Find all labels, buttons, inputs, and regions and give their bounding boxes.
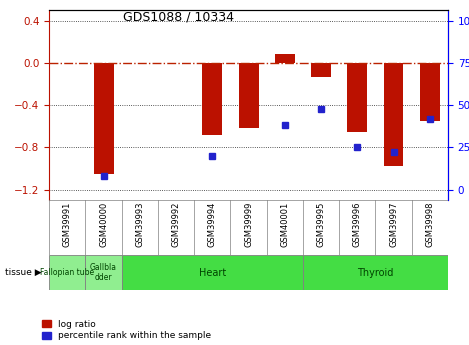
Bar [303, 255, 448, 290]
Text: GSM39999: GSM39999 [244, 202, 253, 247]
Text: Fallopian tube: Fallopian tube [40, 268, 94, 277]
Text: GSM40001: GSM40001 [280, 202, 289, 247]
Text: GDS1088 / 10334: GDS1088 / 10334 [123, 10, 234, 23]
Text: Thyroid: Thyroid [357, 268, 393, 277]
Text: GSM39995: GSM39995 [317, 202, 325, 247]
Text: GSM40000: GSM40000 [99, 202, 108, 247]
Bar [85, 255, 122, 290]
Text: tissue ▶: tissue ▶ [5, 268, 41, 277]
Bar [384, 63, 403, 166]
Bar [202, 63, 222, 135]
Bar [275, 53, 295, 63]
Text: GSM39992: GSM39992 [172, 202, 181, 247]
Text: GSM39991: GSM39991 [63, 202, 72, 247]
Text: GSM39997: GSM39997 [389, 202, 398, 247]
Bar [420, 63, 440, 121]
Text: GSM39993: GSM39993 [136, 202, 144, 247]
Legend: log ratio, percentile rank within the sample: log ratio, percentile rank within the sa… [42, 320, 212, 341]
Bar [348, 63, 367, 131]
Bar [49, 255, 85, 290]
Bar [239, 63, 258, 128]
Text: GSM39998: GSM39998 [425, 202, 434, 247]
Text: GSM39994: GSM39994 [208, 202, 217, 247]
Bar [122, 255, 303, 290]
Bar [94, 63, 113, 174]
Text: Gallbla
dder: Gallbla dder [90, 263, 117, 282]
Bar [311, 63, 331, 77]
Text: Heart: Heart [199, 268, 226, 277]
Text: GSM39996: GSM39996 [353, 202, 362, 247]
